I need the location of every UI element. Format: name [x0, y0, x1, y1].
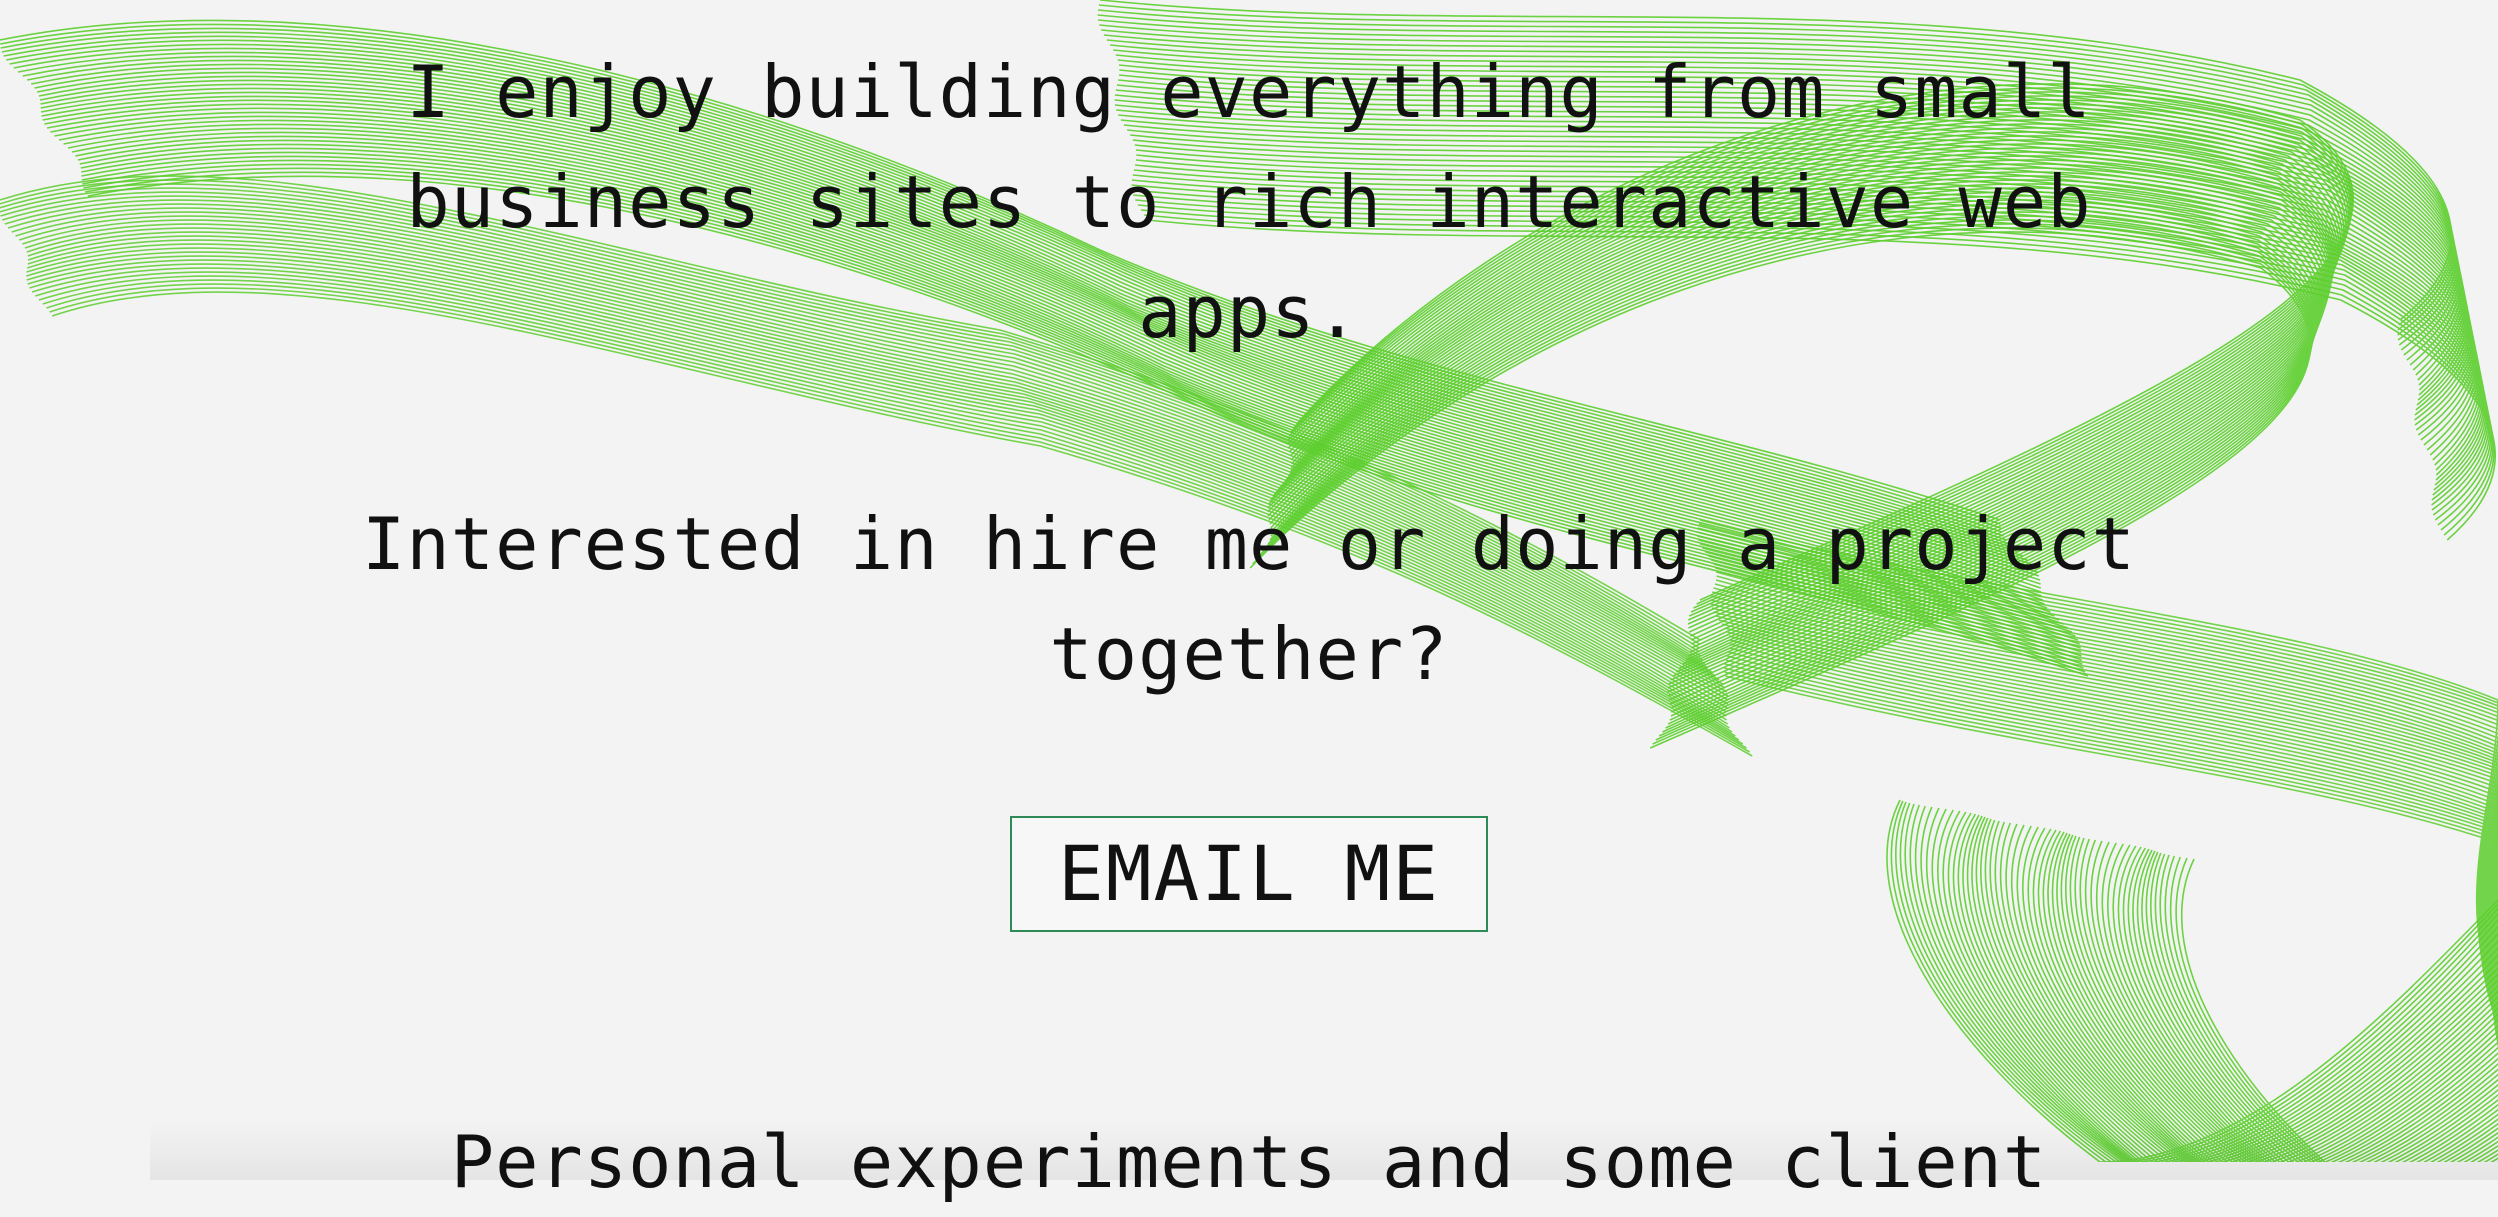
hire-question: Interested in hire me or doing a project… [0, 489, 2498, 709]
ribbon-lower-right [1886, 799, 2498, 1162]
hire-question-line-2: together? [1049, 612, 1449, 696]
contact-section: I enjoy building everything from small b… [0, 37, 2498, 1204]
background-line-art [0, 0, 2498, 1162]
ribbon-upper-left-2 [0, 175, 1753, 757]
ribbon-right-edge [1696, 519, 2498, 1048]
intro-paragraph: I enjoy building everything from small b… [0, 37, 2498, 367]
section-divider-shadow [150, 1120, 2498, 1180]
ribbon-loop [1249, 83, 2354, 749]
intro-line-2: business sites to rich interactive web [406, 160, 2092, 244]
intro-line-1: I enjoy building everything from small [406, 50, 2092, 134]
hire-question-line-1: Interested in hire me or doing a project [362, 502, 2136, 586]
intro-line-3: apps. [1138, 270, 1360, 354]
email-me-button[interactable]: EMAIL ME [1010, 816, 1488, 932]
